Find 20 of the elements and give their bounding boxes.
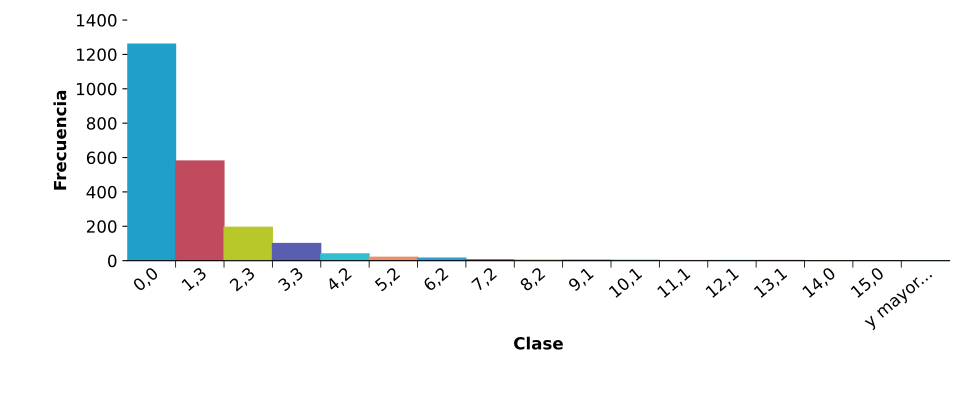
x-tick-label: 8,2 <box>519 266 547 294</box>
y-tick-label: 1000 <box>76 82 116 96</box>
y-tick-label: 1200 <box>76 48 116 61</box>
y-tick-label: 800 <box>86 117 116 130</box>
x-tick-label: 4,2 <box>325 266 354 294</box>
y-tick-label: 200 <box>86 220 116 233</box>
y-tick-label: 0 <box>108 254 116 268</box>
x-tick-label: 7,2 <box>471 266 498 293</box>
x-tick-label: 0,0 <box>132 266 160 294</box>
x-tick-label: 1,3 <box>181 266 208 293</box>
y-axis-title: Frecuencia <box>53 90 66 190</box>
x-tick-label: 5,2 <box>374 266 402 293</box>
y-tick-label: 1400 <box>76 14 116 27</box>
y-tick-label: 600 <box>86 152 116 164</box>
x-tick-label: 9,1 <box>568 266 596 294</box>
x-axis-title: Clase <box>514 336 563 350</box>
y-tick-label: 400 <box>86 186 116 198</box>
x-tick-label: 2,3 <box>229 266 257 293</box>
x-tick-label: 6,2 <box>422 266 450 293</box>
x-tick-label: 3,3 <box>277 266 305 293</box>
